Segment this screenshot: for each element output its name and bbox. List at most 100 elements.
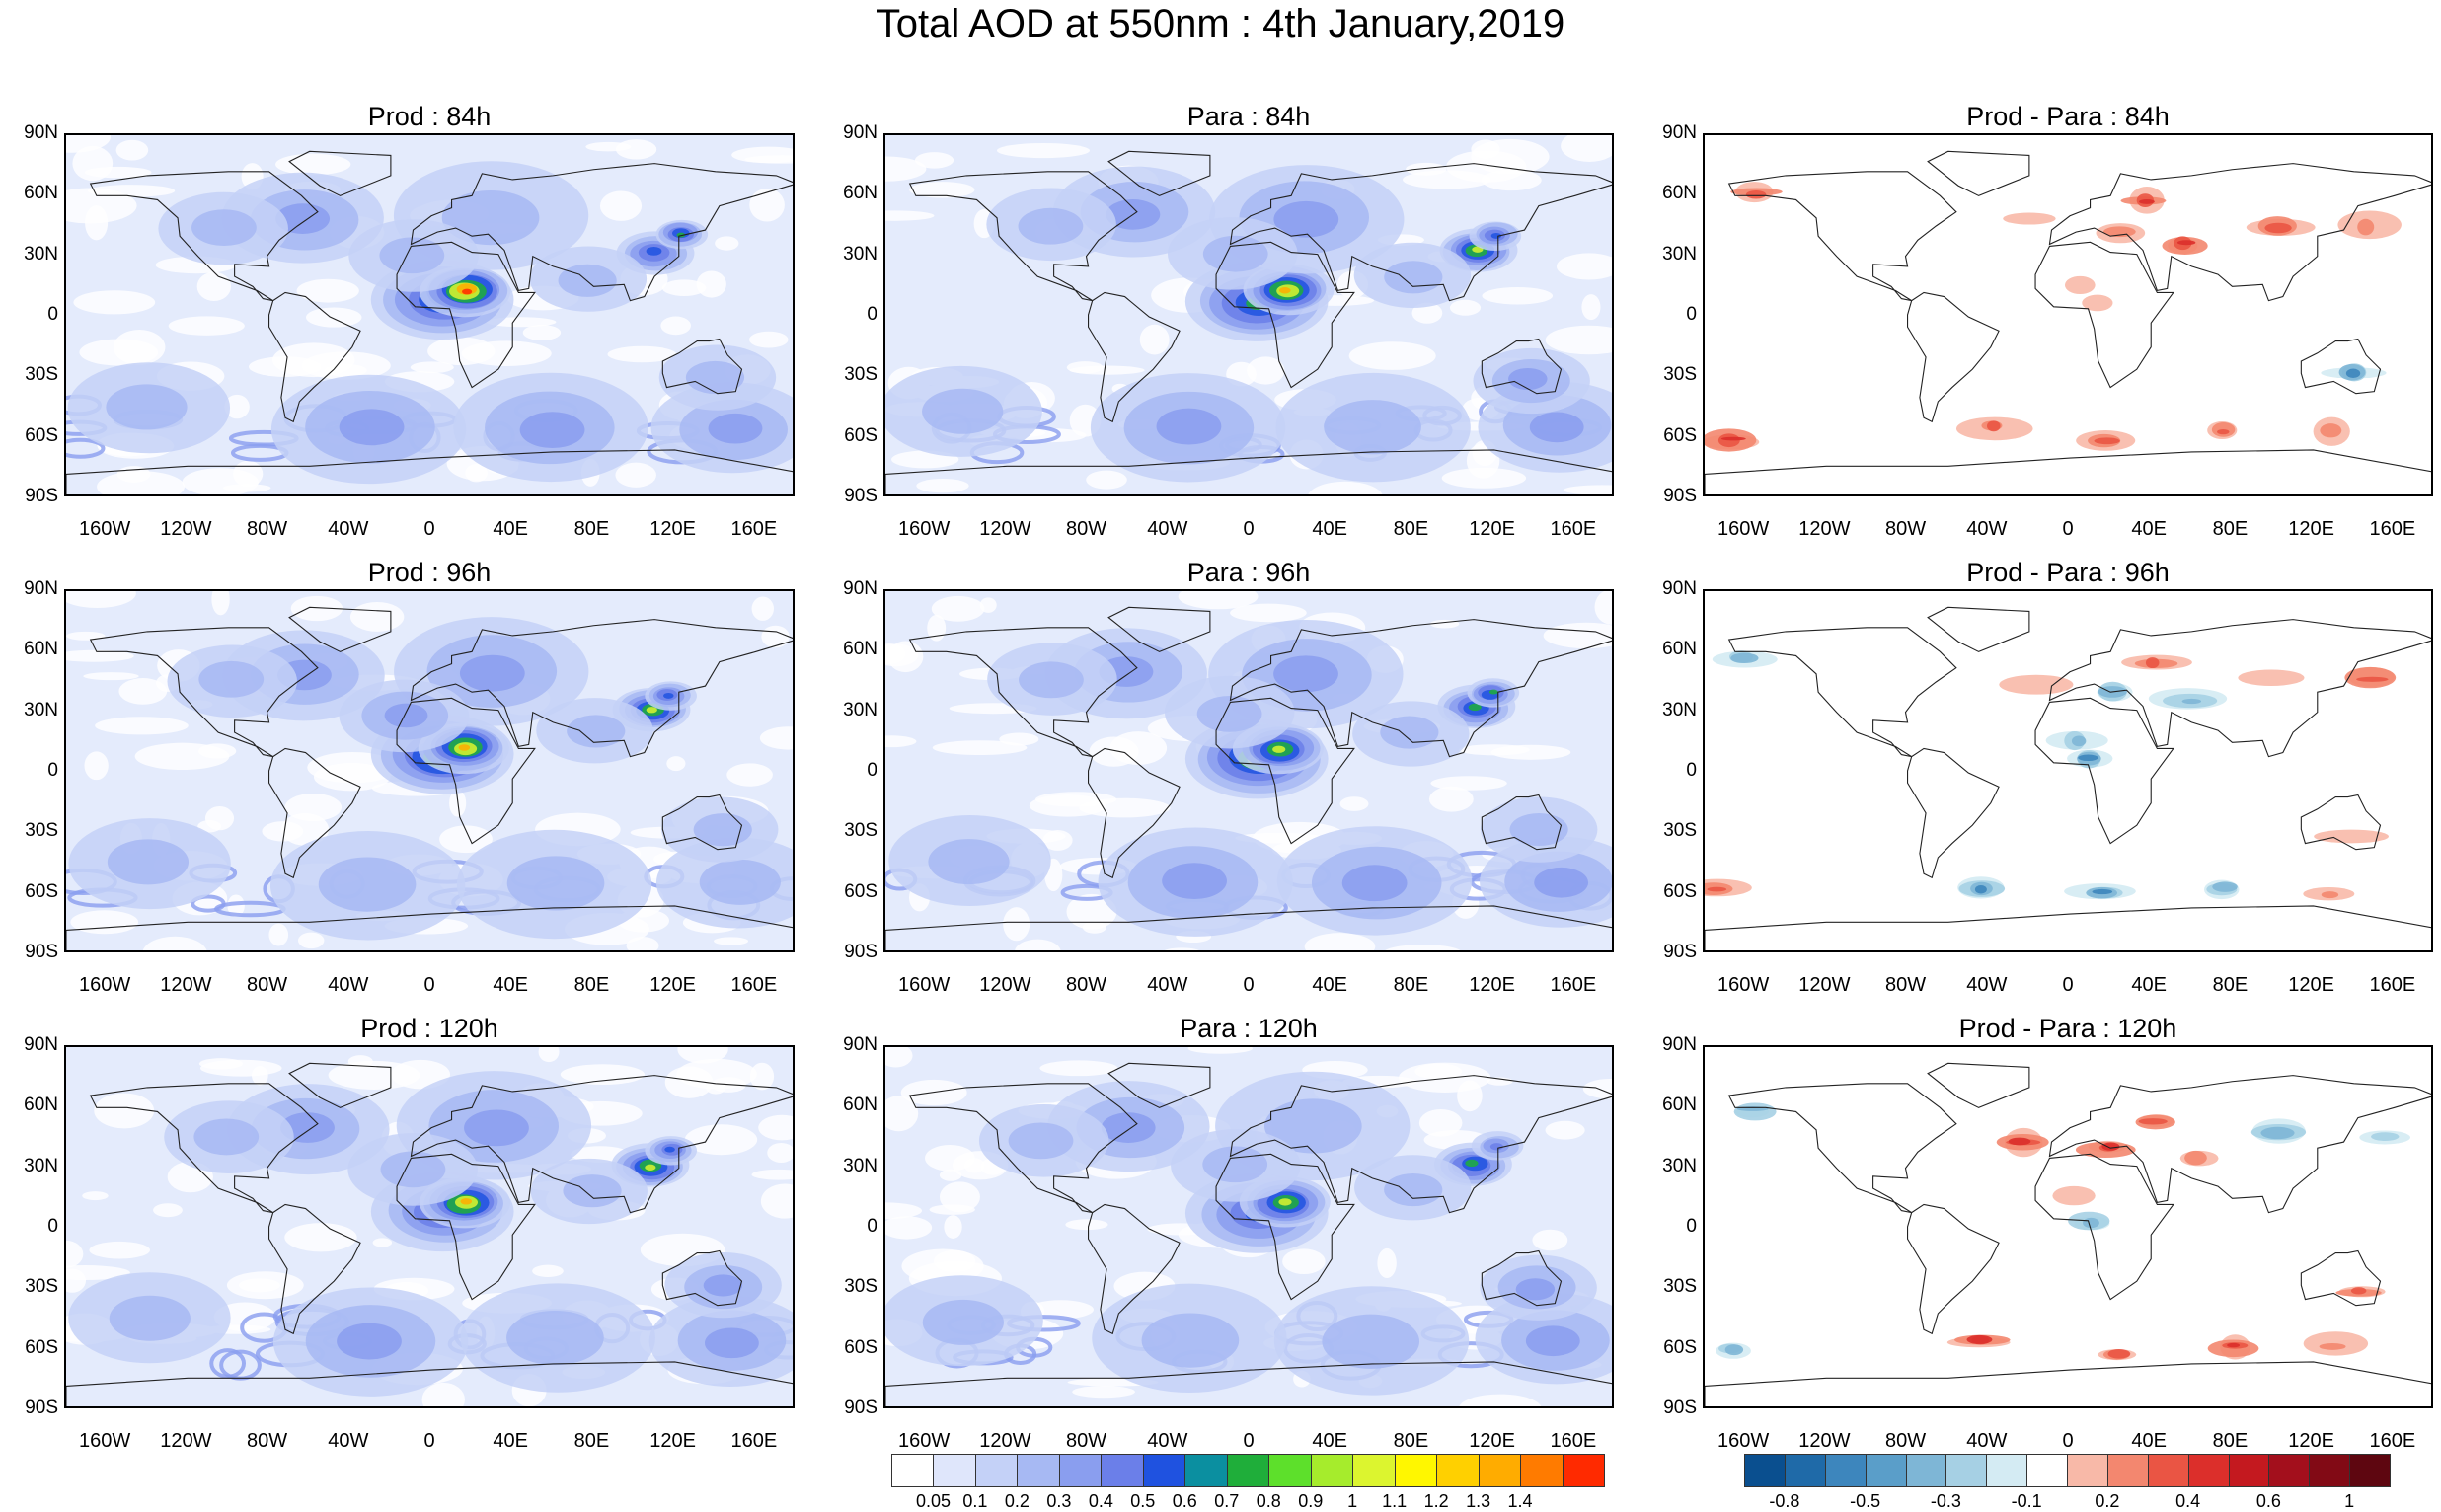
aod-contour — [1465, 1159, 1479, 1168]
longitude-label: 40W — [1147, 518, 1188, 540]
clean-air-patch — [1028, 1300, 1094, 1320]
continent-outline — [2034, 697, 2174, 845]
difference-contour — [2238, 669, 2305, 686]
latitude-label: 90S — [844, 486, 877, 506]
colorbar-box — [1784, 1454, 1826, 1487]
clean-air-patch — [204, 806, 235, 831]
clean-air-patch — [198, 743, 237, 759]
map-frame — [64, 589, 795, 952]
latitude-label: 60N — [1662, 183, 1697, 204]
longitude-label: 80E — [1393, 518, 1429, 540]
latitude-label: 30S — [844, 364, 877, 386]
continent-outline — [66, 449, 793, 494]
continent-outline — [1215, 241, 1355, 389]
continent-outline — [1481, 338, 1563, 395]
latitude-label: 90S — [1663, 486, 1697, 506]
panel-title: Prod : 120h — [360, 1014, 498, 1043]
map-panel: Para : 120h 90N 60N 30N 0 30S 60S 90S 160W 120W 80… — [843, 1014, 1614, 1452]
coastlines — [66, 150, 793, 494]
aerosol-swirl — [66, 437, 106, 459]
aod-contour — [1263, 1098, 1362, 1154]
colorbar-label: 0.2 — [1004, 1491, 1030, 1511]
clean-air-patch — [1304, 933, 1376, 950]
clean-air-patch — [885, 210, 935, 221]
continent-outline — [661, 338, 743, 395]
clean-air-patch — [1015, 939, 1061, 950]
latitude-label: 90N — [1662, 122, 1697, 143]
longitude-label: 40E — [1312, 974, 1348, 996]
clean-air-patch — [66, 188, 137, 224]
aod-contour — [519, 412, 585, 449]
latitude-label: 60N — [1662, 1095, 1697, 1116]
colorbar-label: 0.6 — [2255, 1491, 2281, 1511]
clean-air-patch — [1457, 1080, 1483, 1112]
map-frame — [883, 589, 1614, 952]
colorbar-box — [2067, 1454, 2108, 1487]
latitude-label: 30N — [843, 699, 877, 720]
longitude-label: 120E — [1469, 518, 1516, 540]
difference-contour — [2139, 198, 2155, 204]
longitude-label: 40E — [493, 974, 529, 996]
continent-outline — [288, 1062, 392, 1108]
continent-outline — [66, 1361, 793, 1406]
clean-air-patch — [885, 1216, 933, 1240]
clean-air-patch — [115, 139, 149, 161]
aod-contour — [1156, 408, 1222, 445]
longitude-label: 160W — [1716, 1430, 1770, 1452]
aod-contour — [1515, 1278, 1556, 1301]
clean-air-patch — [70, 910, 139, 935]
continent-outline — [89, 1083, 319, 1214]
difference-contour — [2064, 275, 2096, 295]
clean-air-patch — [227, 894, 245, 917]
longitude-label: 160W — [897, 518, 951, 540]
colorbar-box — [1226, 1454, 1270, 1487]
latitude-label: 0 — [867, 304, 877, 325]
aod-contour — [1101, 1112, 1156, 1143]
aod-map — [885, 135, 1612, 494]
latitude-label: 0 — [47, 1216, 58, 1237]
aod-contour — [459, 654, 525, 692]
clean-air-patch — [758, 1114, 793, 1141]
map-frame — [64, 133, 795, 496]
aod-contour — [699, 859, 781, 905]
aod-contour — [193, 1118, 260, 1156]
clean-air-patch — [661, 279, 707, 296]
clean-air-patch — [372, 1238, 393, 1247]
aod-field — [885, 1047, 1612, 1406]
longitude-label: 120W — [160, 518, 212, 540]
clean-air-patch — [927, 614, 947, 642]
colorbar-box — [1352, 1454, 1396, 1487]
difference-field — [1716, 1102, 2410, 1361]
colorbar-box — [2268, 1454, 2311, 1487]
latitude-label: 90S — [25, 942, 58, 962]
continent-outline — [1229, 619, 1612, 758]
difference-contour — [2052, 1185, 2096, 1206]
continent-outline — [1229, 1075, 1612, 1214]
clean-air-patch — [677, 1047, 728, 1064]
panel-title: Prod - Para : 120h — [1958, 1014, 2177, 1043]
aod-contour — [1196, 695, 1262, 732]
latitude-label: 60S — [25, 424, 58, 446]
colorbar-label: 0.2 — [2095, 1491, 2120, 1511]
difference-contour — [2008, 1137, 2031, 1146]
clean-air-patch — [94, 1093, 155, 1129]
aod-contour — [1490, 232, 1502, 239]
longitude-label: 120W — [979, 1430, 1031, 1452]
clean-air-patch — [79, 339, 159, 366]
aod-contour — [563, 1174, 622, 1208]
colorbar-box — [1436, 1454, 1480, 1487]
aod-contour — [1488, 689, 1498, 695]
longitude-label: 160W — [1716, 518, 1770, 540]
latitude-label: 30S — [1663, 820, 1697, 842]
clean-air-patch — [1377, 1247, 1397, 1278]
clean-air-patch — [1581, 294, 1601, 321]
clean-air-patch — [1230, 603, 1307, 623]
longitude-label: 80E — [1393, 1430, 1429, 1452]
aod-contour — [922, 1299, 1004, 1345]
longitude-label: 120W — [1798, 518, 1851, 540]
clean-air-patch — [1418, 1108, 1463, 1137]
aod-contour — [380, 1151, 446, 1188]
difference-field — [1705, 650, 2397, 901]
clean-air-patch — [560, 1064, 646, 1085]
difference-contour — [2356, 676, 2389, 682]
